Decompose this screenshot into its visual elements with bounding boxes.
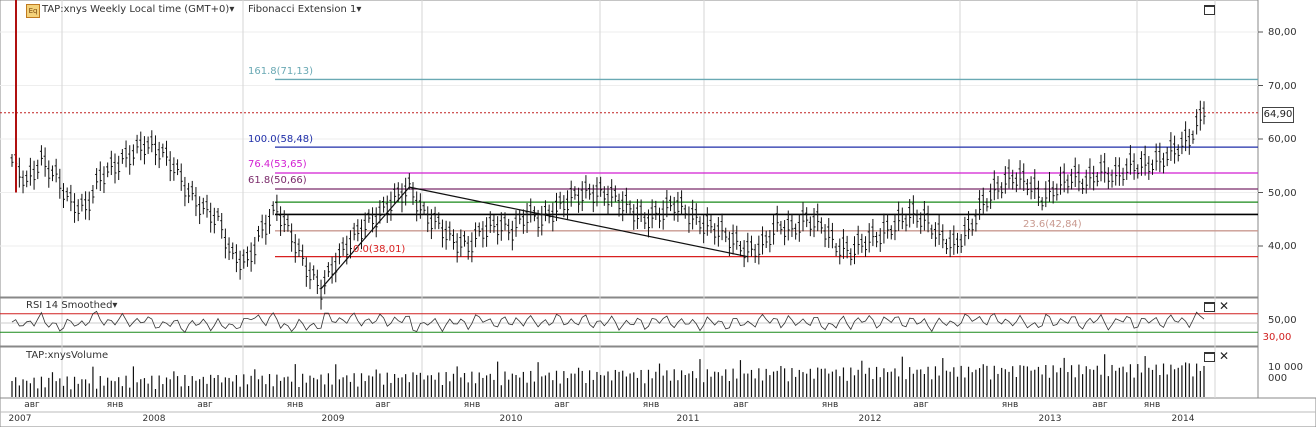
year-label: 2012: [858, 414, 882, 424]
y-tick-50: 50,00: [1268, 188, 1297, 199]
rsi-path: [11, 310, 1205, 333]
month-label: авг: [733, 400, 749, 410]
last-price-badge: 64,90: [1262, 107, 1294, 123]
fib-label-100: 100.0(58,48): [248, 134, 314, 145]
volume-title[interactable]: TAP:xnysVolume: [26, 350, 109, 361]
rsi-title[interactable]: RSI 14 Smoothed▾: [26, 300, 117, 311]
study-title-text: Fibonacci Extension 1: [248, 4, 357, 15]
year-label: 2010: [499, 414, 523, 424]
year-label: 2014: [1171, 414, 1195, 424]
study-dropdown-icon[interactable]: ▾: [356, 4, 362, 15]
y-tick-80: 80,00: [1268, 27, 1297, 38]
rsi-line: [0, 310, 1258, 333]
y-tick-70: 70,00: [1268, 81, 1297, 92]
trend-line: [409, 186, 748, 258]
month-label: янв: [106, 400, 124, 410]
symbol-icon[interactable]: Eq: [26, 4, 40, 18]
y-tick-60: 60,00: [1268, 134, 1297, 145]
month-label: янв: [286, 400, 304, 410]
volume-bars: [11, 354, 1205, 397]
rsi-tick-50: 50,00: [1268, 315, 1297, 326]
trend-lines: [320, 186, 748, 290]
axis-ticks: [1258, 31, 1263, 247]
year-label: 2008: [142, 414, 166, 424]
price-panel: [0, 0, 1259, 298]
rsi-dropdown-icon[interactable]: ▾: [112, 300, 118, 311]
fib-label-76: 76.4(53,65): [248, 159, 307, 170]
fib-label-0: 0.0(38,01): [353, 244, 406, 255]
rsi-panel: [0, 297, 1259, 347]
month-label: авг: [375, 400, 391, 410]
volume-panel: [0, 346, 1259, 399]
month-label: авг: [1092, 400, 1108, 410]
fib-label-23: 23.6(42,84): [1023, 219, 1082, 230]
price-panel-maximize-icon[interactable]: [1204, 5, 1215, 15]
y-tick-40: 40,00: [1268, 241, 1297, 252]
rsi-level-30-badge: 30,00: [1262, 331, 1292, 344]
month-label: янв: [1143, 400, 1161, 410]
fib-label-161: 161.8(71,13): [248, 66, 314, 77]
grid: [0, 0, 1258, 398]
year-label: 2009: [321, 414, 345, 424]
volume-panel-close-icon[interactable]: ✕: [1219, 349, 1230, 363]
month-label: янв: [463, 400, 481, 410]
year-label: 2013: [1038, 414, 1062, 424]
volume-panel-maximize-icon[interactable]: [1204, 352, 1215, 362]
symbol-title-text: TAP:xnys Weekly Local time (GMT+0): [42, 4, 230, 15]
volume-tick: 10 000 000: [1268, 362, 1303, 384]
fib-label-61: 61.8(50,66): [248, 175, 307, 186]
trend-line: [320, 186, 410, 290]
month-label: авг: [554, 400, 570, 410]
rsi-panel-maximize-icon[interactable]: [1204, 302, 1215, 312]
study-title[interactable]: Fibonacci Extension 1▾: [248, 4, 361, 15]
price-bars: [10, 0, 1206, 310]
year-label: 2011: [676, 414, 700, 424]
rsi-panel-close-icon[interactable]: ✕: [1219, 299, 1230, 313]
year-label: 2007: [8, 414, 32, 424]
month-label: авг: [913, 400, 929, 410]
month-label: янв: [821, 400, 839, 410]
symbol-title[interactable]: TAP:xnys Weekly Local time (GMT+0)▾: [42, 4, 234, 15]
month-label: авг: [24, 400, 40, 410]
month-label: авг: [197, 400, 213, 410]
month-label: янв: [642, 400, 660, 410]
rsi-title-text: RSI 14 Smoothed: [26, 300, 113, 311]
month-label: янв: [1001, 400, 1019, 410]
symbol-dropdown-icon[interactable]: ▾: [229, 4, 235, 15]
